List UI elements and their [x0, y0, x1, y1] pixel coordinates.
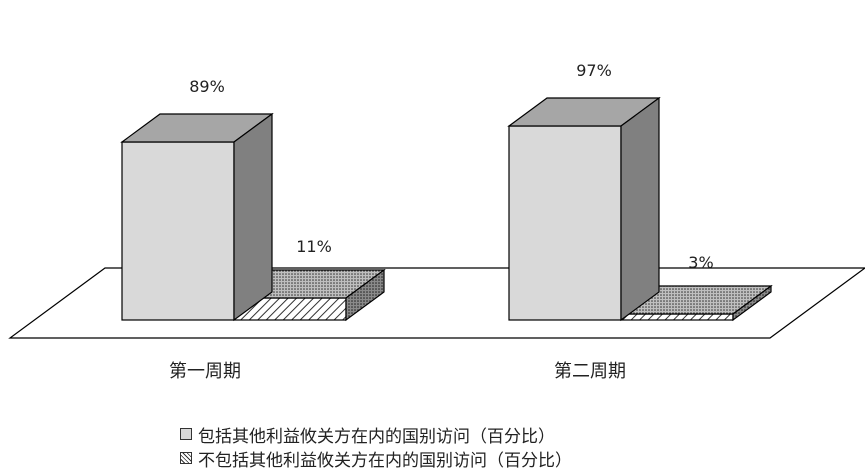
legend-label-1: 包括其他利益攸关方在内的国别访问（百分比） — [198, 426, 555, 447]
legend-swatch-hatch — [180, 452, 192, 464]
bar-series1-2-side — [620, 96, 660, 322]
category-labels-group: 第一周期 第二周期 — [169, 361, 626, 382]
data-label-series1-2: 97% — [576, 61, 612, 80]
bar-series2-1-side — [345, 268, 385, 322]
bar-series2-2-front — [620, 313, 734, 321]
bar-series1-1-side — [233, 112, 273, 322]
legend-item-2: 不包括其他利益攸关方在内的国别访问（百分比） — [180, 446, 572, 471]
category-label-1: 第一周期 — [169, 361, 241, 382]
bars-group — [120, 96, 773, 322]
labels-group: 89% 11% 97% 3% — [189, 61, 713, 272]
category-label-2: 第二周期 — [554, 361, 626, 382]
bar-series2-2-side — [732, 284, 772, 322]
legend-label-2: 不包括其他利益攸关方在内的国别访问（百分比） — [198, 450, 572, 471]
data-label-series1-1: 89% — [189, 77, 225, 96]
legend-item-1: 包括其他利益攸关方在内的国别访问（百分比） — [180, 422, 572, 447]
data-label-series2-2: 3% — [688, 253, 713, 272]
bar-series1-1-front — [121, 141, 235, 321]
data-label-series2-1: 11% — [296, 237, 332, 256]
legend-swatch-solid — [180, 428, 192, 440]
bar-series1-2-front — [508, 125, 622, 321]
legend: 包括其他利益攸关方在内的国别访问（百分比） 不包括其他利益攸关方在内的国别访问（… — [180, 422, 572, 471]
